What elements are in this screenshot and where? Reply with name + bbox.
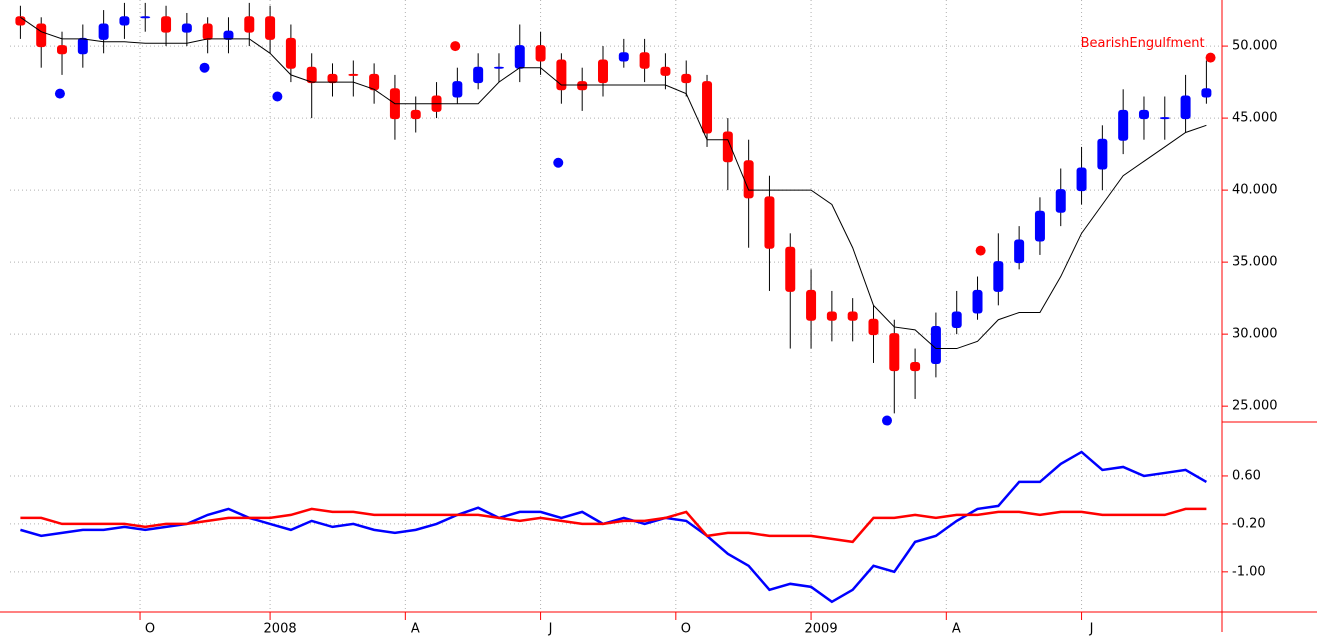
candle-body bbox=[1034, 210, 1045, 242]
y-tick-label: 0.60 bbox=[1232, 468, 1261, 483]
candle-body bbox=[77, 37, 88, 55]
y-tick-label: 25.000 bbox=[1232, 399, 1278, 414]
annotation: BearishEngulfment bbox=[1081, 36, 1205, 51]
candle-body bbox=[161, 16, 172, 33]
candle-body bbox=[36, 23, 47, 48]
candle-body bbox=[223, 30, 234, 40]
candle-body bbox=[910, 361, 921, 372]
candle-body bbox=[140, 16, 151, 19]
candle-body bbox=[410, 109, 421, 120]
x-tick-label: 2009 bbox=[805, 622, 838, 636]
x-tick-label: O bbox=[145, 622, 155, 636]
x-tick-label: 2008 bbox=[264, 622, 297, 636]
candle-body bbox=[868, 318, 879, 336]
signal-dot bbox=[553, 157, 564, 168]
candle-body bbox=[1076, 167, 1087, 192]
candle-body bbox=[972, 289, 983, 314]
candle-body bbox=[327, 73, 338, 84]
y-tick-label: -0.20 bbox=[1232, 516, 1266, 531]
candle-body bbox=[1138, 109, 1149, 120]
candle-body bbox=[826, 311, 837, 321]
candle-body bbox=[577, 81, 588, 91]
oscillator-line bbox=[20, 507, 1207, 544]
candle-body bbox=[951, 311, 962, 328]
x-tick-label: J bbox=[1089, 622, 1094, 636]
candle-body bbox=[535, 45, 546, 62]
y-tick-label: 50.000 bbox=[1232, 39, 1278, 54]
candle-body bbox=[202, 23, 213, 40]
oscillator-line bbox=[20, 450, 1208, 604]
candle-body bbox=[265, 16, 276, 40]
signal-dot bbox=[882, 415, 893, 426]
candle-body bbox=[660, 66, 671, 76]
signal-dot bbox=[975, 245, 986, 256]
candle-body bbox=[702, 81, 713, 134]
y-tick-label: -1.00 bbox=[1232, 564, 1266, 579]
candle-body bbox=[348, 73, 359, 76]
x-tick-label: A bbox=[411, 622, 420, 636]
x-tick-label: O bbox=[681, 622, 691, 636]
y-tick-label: 35.000 bbox=[1232, 255, 1278, 270]
candle-body bbox=[847, 311, 858, 321]
candle-body bbox=[119, 16, 130, 26]
candle-body bbox=[369, 73, 380, 91]
candle-body bbox=[1180, 95, 1191, 120]
candle-body bbox=[639, 52, 650, 69]
candle-body bbox=[285, 37, 296, 69]
x-tick-label: A bbox=[952, 622, 961, 636]
y-tick-label: 40.000 bbox=[1232, 183, 1278, 198]
candle-body bbox=[930, 325, 941, 364]
signal-dot bbox=[450, 41, 461, 52]
candle-body bbox=[98, 23, 109, 40]
signal-dot bbox=[199, 62, 210, 73]
candle-body bbox=[806, 289, 817, 321]
candle-body bbox=[993, 261, 1004, 292]
candle-body bbox=[889, 333, 900, 372]
candle-body bbox=[1055, 189, 1066, 213]
candle-body bbox=[1201, 88, 1212, 98]
candle-body bbox=[681, 73, 692, 84]
candle-body bbox=[618, 52, 629, 62]
candle-body bbox=[244, 16, 255, 33]
y-tick-label: 45.000 bbox=[1232, 111, 1278, 126]
signal-dot bbox=[54, 88, 65, 99]
candle-body bbox=[493, 66, 504, 69]
candle-body bbox=[743, 160, 754, 199]
candle-body bbox=[306, 66, 317, 84]
candle-body bbox=[764, 196, 775, 249]
candle-body bbox=[57, 45, 68, 55]
signal-dot bbox=[1205, 52, 1216, 63]
candle-body bbox=[597, 59, 608, 84]
candle-body bbox=[1014, 239, 1025, 264]
x-tick-label: J bbox=[548, 622, 553, 636]
candle-body bbox=[473, 66, 484, 84]
candle-body bbox=[1097, 138, 1108, 170]
stop-line bbox=[20, 16, 1207, 350]
candle-body bbox=[181, 23, 192, 33]
candle-body bbox=[452, 81, 463, 98]
candle-body bbox=[514, 45, 525, 69]
candle-body bbox=[785, 246, 796, 292]
candle-body bbox=[556, 59, 567, 91]
y-tick-label: 30.000 bbox=[1232, 327, 1278, 342]
candle-body bbox=[1118, 109, 1129, 141]
candle-body bbox=[1159, 117, 1170, 120]
signal-dot bbox=[272, 91, 283, 102]
